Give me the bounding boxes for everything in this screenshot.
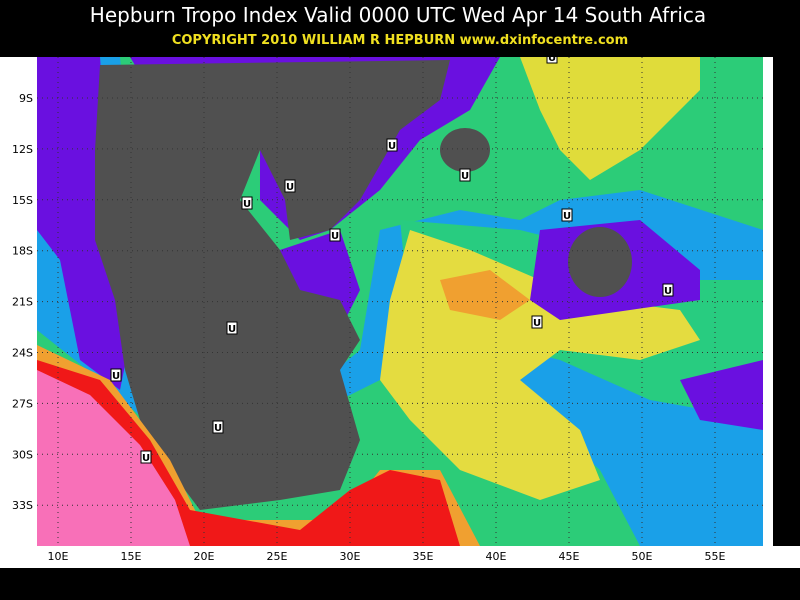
marker: U <box>388 141 396 152</box>
field-orange <box>440 270 530 320</box>
lat-label: 27S <box>12 397 33 410</box>
right-strip <box>763 57 773 547</box>
lon-label: 55E <box>705 550 726 563</box>
lon-label: 50E <box>632 550 653 563</box>
marker: U <box>533 318 541 329</box>
marker: U <box>243 199 251 210</box>
lat-label: 24S <box>12 347 33 360</box>
land-madagascar <box>568 227 632 297</box>
marker: U <box>563 211 571 222</box>
marker: U <box>214 423 222 434</box>
lat-label: 33S <box>12 499 33 512</box>
map: U U U U U U U U U U U U U <box>37 53 763 546</box>
lat-label: 15S <box>12 194 33 207</box>
lon-label: 30E <box>340 550 361 563</box>
copyright: COPYRIGHT 2010 WILLIAM R HEPBURN www.dxi… <box>172 33 628 48</box>
marker: U <box>142 453 150 464</box>
field-yellow <box>520 57 700 180</box>
marker-box <box>226 321 238 335</box>
lon-label: 35E <box>413 550 434 563</box>
marker-box <box>459 168 471 182</box>
land-lake <box>440 128 490 172</box>
lon-label: 15E <box>121 550 142 563</box>
field-purple-east <box>680 360 763 430</box>
marker: U <box>228 324 236 335</box>
marker-box <box>386 138 398 152</box>
marker: U <box>461 171 469 182</box>
field-purple-west <box>37 57 130 390</box>
x-label-strip <box>0 546 800 568</box>
lon-label: 45E <box>559 550 580 563</box>
marker: U <box>286 182 294 193</box>
marker-box <box>212 420 224 434</box>
field-pink <box>37 370 190 546</box>
marker: U <box>664 286 672 297</box>
marker-box <box>561 208 573 222</box>
lon-label: 25E <box>267 550 288 563</box>
lon-label: 40E <box>486 550 507 563</box>
marker-box <box>546 57 558 64</box>
lat-label: 12S <box>12 143 33 156</box>
marker-box <box>531 315 543 329</box>
marker: U <box>548 53 556 64</box>
marker-box <box>110 368 122 382</box>
marker-box <box>241 196 253 210</box>
marker-box <box>284 179 296 193</box>
lat-label: 18S <box>12 245 33 258</box>
marker-box <box>140 450 152 464</box>
title: Hepburn Tropo Index Valid 0000 UTC Wed A… <box>90 3 706 27</box>
land <box>95 60 450 510</box>
lat-label: 9S <box>19 92 33 105</box>
y-label-strip <box>0 57 37 547</box>
marker-box <box>329 228 341 242</box>
lat-label: 21S <box>12 296 33 309</box>
lon-label: 20E <box>194 550 215 563</box>
lat-label: 30S <box>12 448 33 461</box>
marker-box <box>662 283 674 297</box>
marker: U <box>331 231 339 242</box>
marker: U <box>112 371 120 382</box>
lon-label: 10E <box>48 550 69 563</box>
